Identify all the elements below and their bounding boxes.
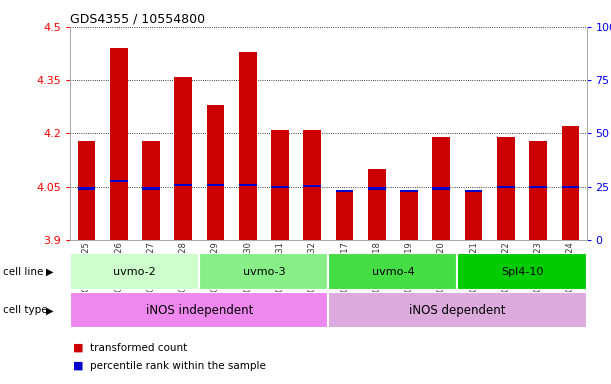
Bar <box>199 253 329 290</box>
Bar <box>433 137 450 240</box>
Text: ▶: ▶ <box>46 267 53 277</box>
Bar <box>70 253 199 290</box>
Bar <box>142 141 160 240</box>
Bar <box>304 185 321 187</box>
Text: uvmo-4: uvmo-4 <box>371 266 414 277</box>
Bar <box>400 190 418 192</box>
Bar <box>78 187 95 190</box>
Bar <box>465 190 483 240</box>
Text: iNOS independent: iNOS independent <box>145 304 253 316</box>
Bar <box>458 253 587 290</box>
Bar <box>271 130 289 240</box>
Text: uvmo-2: uvmo-2 <box>114 266 156 277</box>
Bar <box>329 292 587 328</box>
Text: iNOS dependent: iNOS dependent <box>409 304 506 316</box>
Text: ▶: ▶ <box>46 305 53 315</box>
Bar <box>174 76 192 240</box>
Bar <box>562 126 579 240</box>
Bar <box>433 187 450 190</box>
Bar <box>335 190 353 240</box>
Bar <box>400 190 418 240</box>
Text: percentile rank within the sample: percentile rank within the sample <box>90 361 266 371</box>
Bar <box>335 190 353 192</box>
Text: uvmo-3: uvmo-3 <box>243 266 285 277</box>
Text: transformed count: transformed count <box>90 343 188 353</box>
Bar <box>70 292 329 328</box>
Text: ■: ■ <box>73 343 84 353</box>
Bar <box>368 187 386 190</box>
Bar <box>207 184 224 186</box>
Bar <box>368 169 386 240</box>
Bar <box>271 186 289 189</box>
Bar <box>529 186 547 189</box>
Bar <box>110 48 128 240</box>
Text: cell line: cell line <box>3 267 43 277</box>
Bar <box>497 186 514 189</box>
Bar <box>304 130 321 240</box>
Text: Spl4-10: Spl4-10 <box>501 266 543 277</box>
Text: cell type: cell type <box>3 305 48 315</box>
Bar <box>110 180 128 182</box>
Text: GDS4355 / 10554800: GDS4355 / 10554800 <box>70 13 205 26</box>
Bar <box>78 141 95 240</box>
Bar <box>174 184 192 186</box>
Bar <box>329 253 458 290</box>
Bar <box>529 141 547 240</box>
Bar <box>207 105 224 240</box>
Text: ■: ■ <box>73 361 84 371</box>
Bar <box>239 184 257 186</box>
Bar <box>497 137 514 240</box>
Bar <box>239 52 257 240</box>
Bar <box>142 187 160 190</box>
Bar <box>465 190 483 192</box>
Bar <box>562 186 579 189</box>
